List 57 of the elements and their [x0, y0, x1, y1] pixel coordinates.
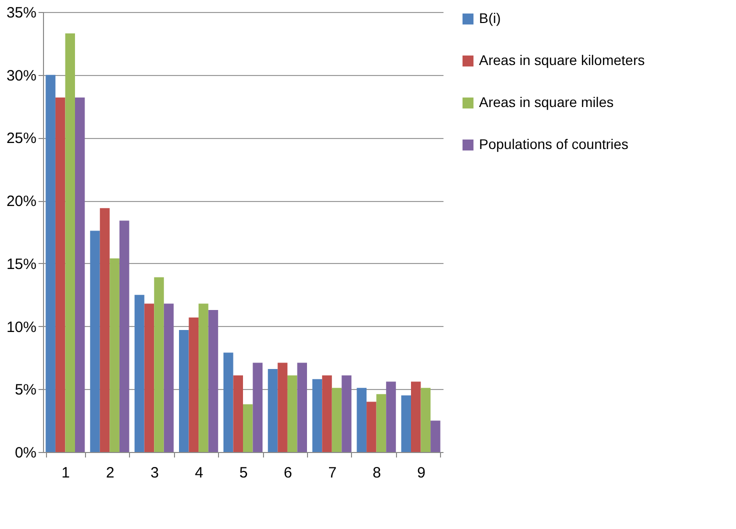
bar — [65, 33, 75, 452]
bar — [90, 230, 100, 452]
bar — [420, 388, 431, 452]
x-tick-label: 7 — [328, 464, 337, 482]
bar — [322, 375, 332, 452]
bar — [164, 304, 174, 452]
bar — [46, 74, 56, 452]
y-tick-label: 5% — [14, 382, 36, 399]
bar — [401, 395, 411, 452]
bar — [198, 304, 208, 452]
y-tick-label: 15% — [6, 256, 36, 273]
legend-label: Areas in square kilometers — [479, 52, 645, 68]
x-tick-label: 8 — [372, 464, 382, 482]
x-tick-label: 4 — [194, 464, 204, 482]
bar — [154, 277, 164, 452]
bar — [411, 382, 421, 452]
bar — [366, 402, 376, 452]
bar — [312, 379, 322, 452]
y-tick-label: 10% — [6, 318, 36, 336]
bar — [144, 304, 154, 452]
x-tick-label: 5 — [239, 464, 248, 482]
bar — [75, 97, 85, 452]
bar — [223, 352, 234, 452]
x-tick-label: 6 — [284, 464, 292, 482]
bar — [100, 208, 110, 452]
bar — [134, 294, 144, 452]
x-tick-label: 1 — [62, 464, 70, 482]
bar — [386, 382, 396, 452]
bar — [110, 258, 120, 452]
legend-label: B(i) — [479, 10, 501, 26]
x-tick-label: 2 — [106, 464, 114, 482]
y-tick-label: 20% — [6, 193, 36, 210]
y-tick-label: 25% — [6, 130, 36, 148]
legend-label: Populations of countries — [479, 136, 628, 152]
bar — [233, 375, 243, 452]
y-tick-label: 30% — [6, 67, 36, 84]
bar — [356, 388, 367, 452]
x-tick-label: 3 — [150, 464, 159, 482]
bar — [252, 362, 263, 452]
bar — [243, 404, 253, 452]
bar — [376, 394, 386, 452]
bar — [287, 375, 298, 452]
bar — [332, 388, 342, 452]
bar — [119, 220, 130, 452]
bar — [188, 317, 199, 452]
x-tick-label: 9 — [417, 464, 426, 482]
bar — [430, 420, 440, 452]
bar — [268, 369, 278, 452]
bar — [342, 375, 352, 452]
legend-label: Areas in square miles — [479, 94, 614, 110]
y-tick-label: 35% — [6, 4, 36, 22]
y-tick-label: 0% — [14, 444, 36, 462]
bar — [278, 362, 288, 452]
bar — [55, 97, 66, 452]
bar — [297, 362, 307, 452]
bar — [208, 310, 218, 452]
bar — [179, 330, 189, 452]
